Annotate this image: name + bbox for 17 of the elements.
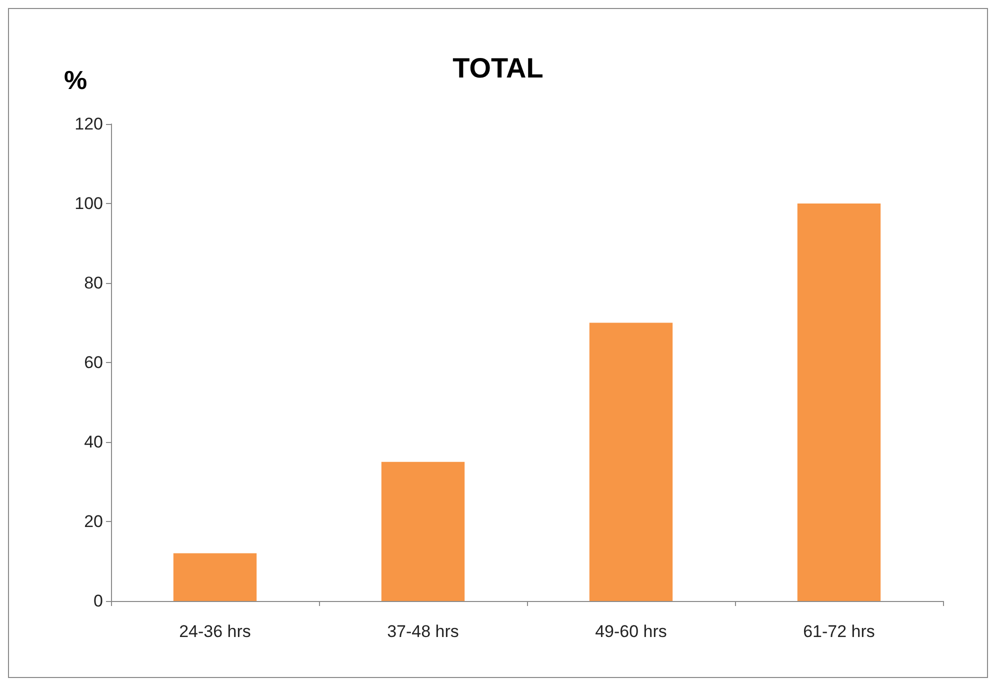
- x-tick-label: 49-60 hrs: [595, 622, 667, 641]
- x-tick-label: 24-36 hrs: [179, 622, 251, 641]
- bar: [797, 204, 881, 601]
- y-tick-label: 40: [84, 432, 103, 452]
- y-tick-label: 120: [74, 114, 103, 134]
- y-axis-title: %: [64, 65, 88, 95]
- y-tick-label: 0: [94, 592, 103, 610]
- chart-title: TOTAL: [452, 52, 544, 84]
- y-tick-label: 60: [84, 353, 103, 372]
- y-tick-label: 100: [74, 194, 103, 213]
- y-tick-label: 80: [84, 274, 103, 292]
- x-tick-label: 61-72 hrs: [803, 622, 875, 641]
- y-tick-label: 20: [84, 512, 103, 531]
- x-tick-label: 37-48 hrs: [387, 622, 459, 641]
- bar: [173, 553, 257, 601]
- bar: [381, 462, 465, 601]
- bar: [589, 322, 673, 601]
